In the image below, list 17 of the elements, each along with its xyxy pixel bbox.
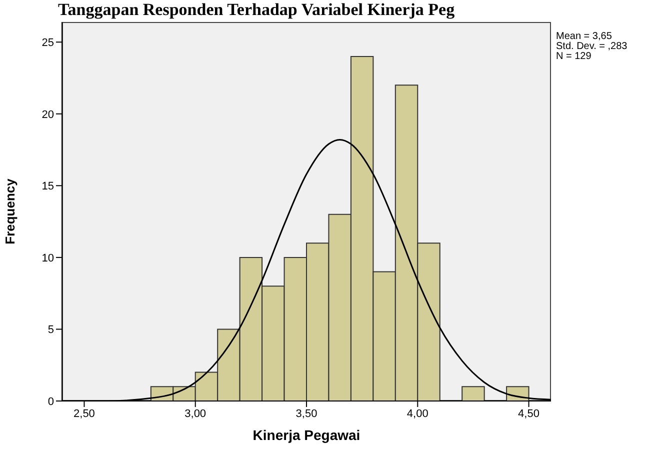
y-tick-label: 5 [48,324,54,336]
y-tick-label: 25 [42,37,54,50]
x-axis-title: Kinerja Pegawai [252,427,360,443]
x-tick-label: 3,50 [296,408,318,420]
x-tick-label: 4,50 [518,408,540,420]
x-tick-label: 4,00 [406,408,428,420]
x-tick-label: 3,00 [184,408,206,420]
x-tick-label: 2,50 [74,408,95,420]
y-tick-label: 0 [48,396,54,408]
y-tick-label: 20 [42,108,54,121]
text: N = 129 [556,51,592,62]
y-tick-label: 10 [42,252,54,264]
y-axis-title: Frequency [2,178,18,244]
chart-title: Tanggapan Responden Terhadap Variabel Kinerja Peg [57,0,456,20]
text: Std. Dev. = ,283 [556,41,628,52]
text: Mean = 3,65 [556,31,613,42]
y-tick-label: 15 [42,180,54,193]
